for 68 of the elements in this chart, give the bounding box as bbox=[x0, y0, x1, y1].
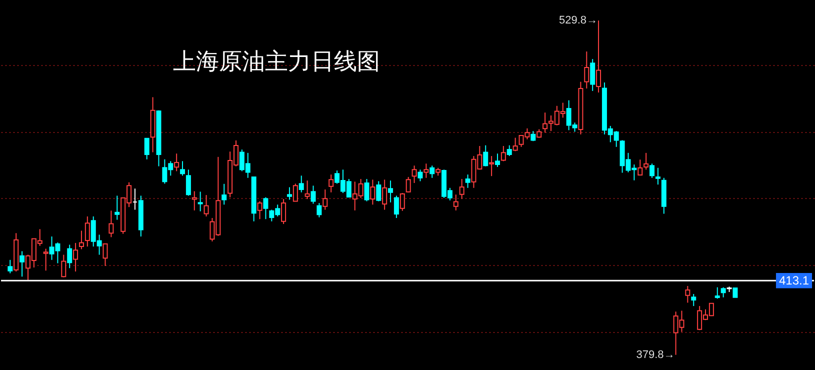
candlestick bbox=[483, 144, 488, 167]
candlestick bbox=[644, 152, 649, 170]
candlestick bbox=[292, 183, 298, 202]
candlestick bbox=[43, 248, 48, 272]
candlestick bbox=[494, 153, 500, 168]
annotation: 379.8→ bbox=[636, 348, 675, 361]
candlestick bbox=[412, 165, 417, 184]
candlestick bbox=[20, 250, 25, 278]
candlestick bbox=[114, 195, 120, 220]
candlestick bbox=[459, 178, 464, 200]
candlestick bbox=[424, 163, 429, 178]
candlestick bbox=[638, 159, 643, 176]
candlestick bbox=[655, 167, 660, 186]
candlestick bbox=[584, 50, 590, 89]
candlestick bbox=[590, 58, 596, 92]
text: 上海原油主力日线图 bbox=[173, 48, 380, 74]
candlestick bbox=[364, 178, 370, 202]
candlestick bbox=[500, 145, 506, 162]
candlestick bbox=[453, 194, 458, 211]
candlestick bbox=[281, 198, 286, 225]
candlestick bbox=[400, 192, 405, 212]
candlestick bbox=[596, 20, 602, 93]
candlestick bbox=[388, 180, 394, 203]
candlestick bbox=[108, 210, 114, 238]
candlestick bbox=[465, 174, 470, 188]
candlestick bbox=[61, 254, 66, 278]
candlestick bbox=[506, 144, 512, 157]
candlestick bbox=[512, 137, 518, 152]
candlestick bbox=[382, 179, 388, 210]
candlestick bbox=[394, 195, 399, 218]
candlestick bbox=[714, 286, 720, 300]
candlestick bbox=[73, 242, 78, 272]
candlestick bbox=[174, 153, 180, 172]
candlestick bbox=[263, 196, 268, 220]
candlestick bbox=[204, 194, 209, 217]
candlestick bbox=[198, 191, 203, 212]
candlestick bbox=[418, 169, 423, 182]
candlestick bbox=[144, 138, 150, 160]
candlestick bbox=[720, 286, 726, 298]
candlestick bbox=[328, 174, 334, 193]
candlestick bbox=[180, 160, 186, 176]
candlestick bbox=[304, 180, 310, 200]
candlestick bbox=[430, 165, 435, 178]
candlestick bbox=[322, 188, 328, 210]
ref-line-label: 413.1 bbox=[778, 274, 810, 288]
candlestick bbox=[84, 216, 90, 248]
candlestick bbox=[489, 156, 494, 177]
candlestick bbox=[650, 163, 655, 178]
candlestick bbox=[685, 285, 690, 304]
candlestick bbox=[102, 243, 108, 266]
candlestick bbox=[257, 200, 262, 220]
candlestick bbox=[222, 183, 227, 206]
candlestick bbox=[691, 293, 696, 307]
candlestick bbox=[376, 180, 382, 202]
annotation: 529.8→ bbox=[558, 14, 598, 27]
candlestick bbox=[732, 287, 738, 298]
candlestick bbox=[286, 186, 292, 200]
candlestick bbox=[370, 179, 376, 206]
candlestick bbox=[192, 190, 197, 211]
candlestick bbox=[8, 259, 13, 274]
candlestick bbox=[310, 185, 316, 204]
candlestick bbox=[530, 130, 536, 142]
candlestick bbox=[406, 176, 411, 193]
candlestick bbox=[186, 169, 191, 196]
candlestick bbox=[298, 175, 304, 193]
candlestick bbox=[316, 202, 322, 218]
candlestick bbox=[78, 230, 84, 250]
candlestick bbox=[67, 244, 72, 269]
